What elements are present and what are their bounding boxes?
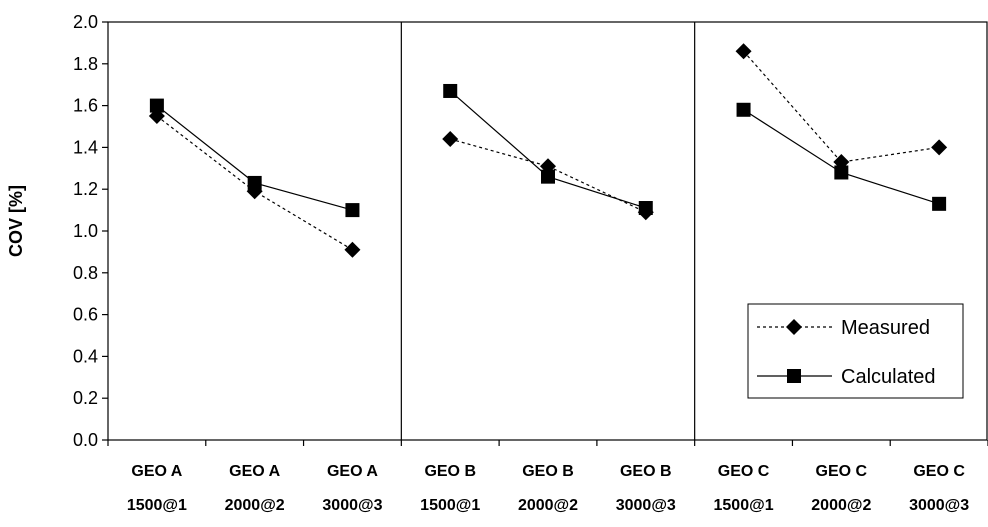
group-dividers <box>400 22 696 440</box>
y-tick-label: 1.4 <box>73 137 98 157</box>
x-tick-label: 1500@1 <box>714 497 774 514</box>
data-point <box>443 83 458 98</box>
x-tick-label: GEO B <box>424 463 476 480</box>
y-tick-label: 0.4 <box>73 346 98 366</box>
series-line <box>156 115 353 251</box>
y-tick-label: 1.0 <box>73 221 98 241</box>
x-tick-label: GEO A <box>327 463 378 480</box>
data-point <box>541 169 555 184</box>
x-tick-label: 3000@3 <box>909 497 969 514</box>
legend-marker <box>786 319 802 335</box>
data-point <box>736 102 751 117</box>
y-tick-label: 0.0 <box>73 430 98 450</box>
y-axis: 0.0 0.2 0.4 0.6 0.8 1.0 1.2 1.4 1.6 1.8 2.0 <box>73 12 108 450</box>
legend-label: Calculated <box>841 366 936 388</box>
data-point <box>932 196 947 211</box>
series-calculated <box>149 83 947 218</box>
x-tick-label: 2000@2 <box>518 497 578 514</box>
x-tick-label: GEO C <box>913 463 965 480</box>
legend: Measured Calculated <box>747 303 964 399</box>
series-layer <box>148 43 948 258</box>
data-point <box>931 139 948 156</box>
data-point <box>149 98 164 113</box>
y-tick-label: 1.8 <box>73 54 98 74</box>
y-tick-label: 0.8 <box>73 263 98 283</box>
x-tick-label: GEO C <box>816 463 868 480</box>
x-tick-label: 1500@1 <box>127 497 187 514</box>
x-tick-label: 2000@2 <box>225 497 285 514</box>
data-point <box>638 201 653 216</box>
legend-box <box>747 303 964 399</box>
x-tick-label: 2000@2 <box>811 497 871 514</box>
x-tick-label: GEO A <box>131 463 182 480</box>
data-point <box>345 203 360 218</box>
legend-label: Measured <box>841 317 930 339</box>
x-tick-label: GEO B <box>620 463 672 480</box>
series-line <box>743 50 940 163</box>
y-tick-label: 1.6 <box>73 96 98 116</box>
series-line <box>449 90 646 209</box>
x-tick-label: 3000@3 <box>616 497 676 514</box>
y-tick-label: 0.2 <box>73 388 98 408</box>
x-tick-label: 1500@1 <box>420 497 480 514</box>
data-point <box>344 241 361 258</box>
x-tick-label: GEO C <box>718 463 770 480</box>
y-tick-label: 0.6 <box>73 305 98 325</box>
data-point <box>247 175 262 190</box>
data-point <box>442 131 459 148</box>
legend-marker <box>787 369 801 383</box>
data-point <box>735 43 752 60</box>
series-measured <box>148 43 948 258</box>
y-tick-label: 1.2 <box>73 179 98 199</box>
data-point <box>834 165 849 180</box>
x-tick-label: 3000@3 <box>322 497 382 514</box>
y-tick-label: 2.0 <box>73 12 98 32</box>
y-axis-title: COV [%] <box>6 185 26 257</box>
x-tick-label: GEO B <box>522 463 574 480</box>
x-tick-label: GEO A <box>229 463 280 480</box>
x-axis: GEO A 1500@1 GEO A 2000@2 GEO A 3000@3 GEO B 15… <box>107 440 988 514</box>
